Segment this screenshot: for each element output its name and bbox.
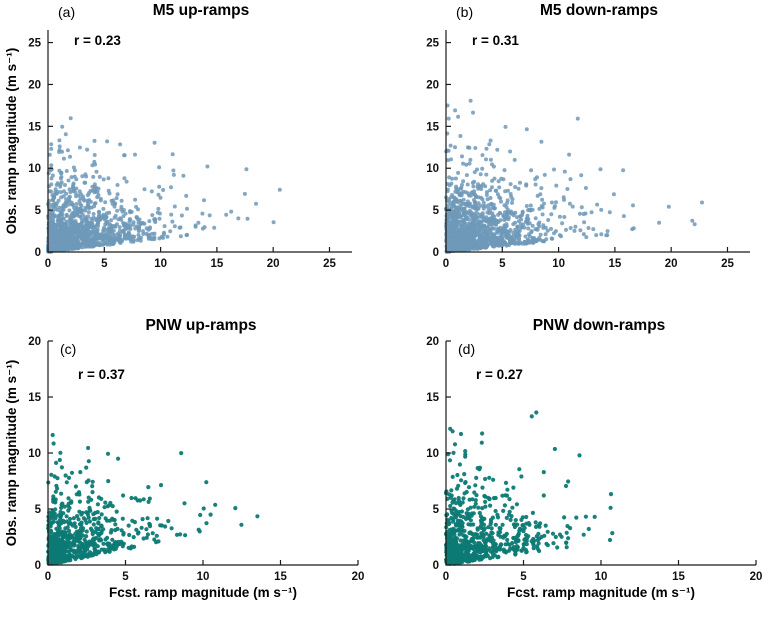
- svg-text:5: 5: [433, 205, 440, 217]
- correlation-annotation: r = 0.23: [74, 33, 121, 48]
- svg-text:15: 15: [28, 121, 41, 133]
- subplot-a: M5 up-ramps (a) r = 0.23 Obs. ramp magni…: [0, 0, 390, 300]
- panel-label: (a): [58, 4, 76, 20]
- scatter-plot: 0 5 10 15 20 0 5 10 15 20: [426, 336, 763, 583]
- svg-text:5: 5: [520, 571, 527, 583]
- svg-text:10: 10: [426, 163, 439, 175]
- svg-text:10: 10: [552, 258, 565, 270]
- scatter-plot: 0 5 10 15 20 25 0 5 10 15 20 25: [28, 30, 352, 270]
- scatter-plot: 0 5 10 15 20 0 5 10 15 20: [28, 336, 365, 583]
- svg-text:20: 20: [352, 571, 365, 583]
- correlation-annotation: r = 0.31: [472, 33, 519, 48]
- svg-text:15: 15: [672, 571, 685, 583]
- svg-text:0: 0: [35, 247, 41, 259]
- svg-text:0: 0: [45, 258, 51, 270]
- svg-text:20: 20: [665, 258, 678, 270]
- panel-label: (b): [456, 4, 474, 20]
- x-axis-label: Fcst. ramp magnitude (m s⁻¹): [507, 585, 695, 600]
- subplot-b: M5 down-ramps (b) r = 0.31 0 5 10 15 20 25 0 5 1…: [398, 0, 781, 300]
- svg-text:5: 5: [101, 258, 108, 270]
- svg-text:15: 15: [274, 571, 287, 583]
- svg-text:5: 5: [35, 205, 42, 217]
- svg-text:0: 0: [433, 560, 439, 572]
- plot-title: M5 up-ramps: [152, 2, 250, 19]
- svg-text:25: 25: [426, 38, 439, 50]
- subplot-c: PNW up-ramps (c) r = 0.37 Obs. ramp magn…: [0, 315, 390, 623]
- correlation-annotation: r = 0.37: [78, 367, 125, 382]
- plot-title: PNW down-ramps: [532, 317, 666, 334]
- plot-title: M5 down-ramps: [540, 2, 658, 19]
- svg-text:0: 0: [35, 560, 41, 572]
- svg-text:10: 10: [197, 571, 210, 583]
- svg-text:15: 15: [426, 392, 439, 404]
- x-axis-label: Fcst. ramp magnitude (m s⁻¹): [109, 585, 297, 600]
- svg-text:5: 5: [35, 504, 42, 516]
- svg-text:5: 5: [499, 258, 506, 270]
- subplot-d: PNW down-ramps (d) r = 0.27 Fcst. ramp m…: [398, 315, 781, 623]
- svg-text:10: 10: [426, 448, 439, 460]
- correlation-annotation: r = 0.27: [476, 367, 523, 382]
- svg-text:5: 5: [122, 571, 129, 583]
- svg-text:0: 0: [433, 247, 439, 259]
- svg-text:25: 25: [721, 258, 734, 270]
- svg-text:15: 15: [608, 258, 621, 270]
- svg-text:0: 0: [443, 571, 449, 583]
- svg-text:20: 20: [426, 79, 439, 91]
- svg-text:20: 20: [267, 258, 280, 270]
- svg-text:10: 10: [28, 163, 41, 175]
- svg-text:10: 10: [154, 258, 167, 270]
- svg-text:15: 15: [426, 121, 439, 133]
- svg-text:20: 20: [426, 336, 439, 348]
- svg-text:25: 25: [323, 258, 336, 270]
- svg-text:10: 10: [28, 448, 41, 460]
- svg-text:15: 15: [210, 258, 223, 270]
- svg-text:0: 0: [443, 258, 449, 270]
- svg-text:10: 10: [595, 571, 608, 583]
- svg-text:20: 20: [28, 79, 41, 91]
- svg-text:20: 20: [28, 336, 41, 348]
- panel-label: (c): [60, 341, 77, 357]
- svg-text:5: 5: [433, 504, 440, 516]
- svg-text:20: 20: [750, 571, 763, 583]
- plot-title: PNW up-ramps: [145, 317, 257, 334]
- svg-text:25: 25: [28, 38, 41, 50]
- svg-text:15: 15: [28, 392, 41, 404]
- scatter-plot: 0 5 10 15 20 25 0 5 10 15 20 25: [426, 30, 750, 270]
- svg-text:0: 0: [45, 571, 51, 583]
- panel-label: (d): [458, 341, 476, 357]
